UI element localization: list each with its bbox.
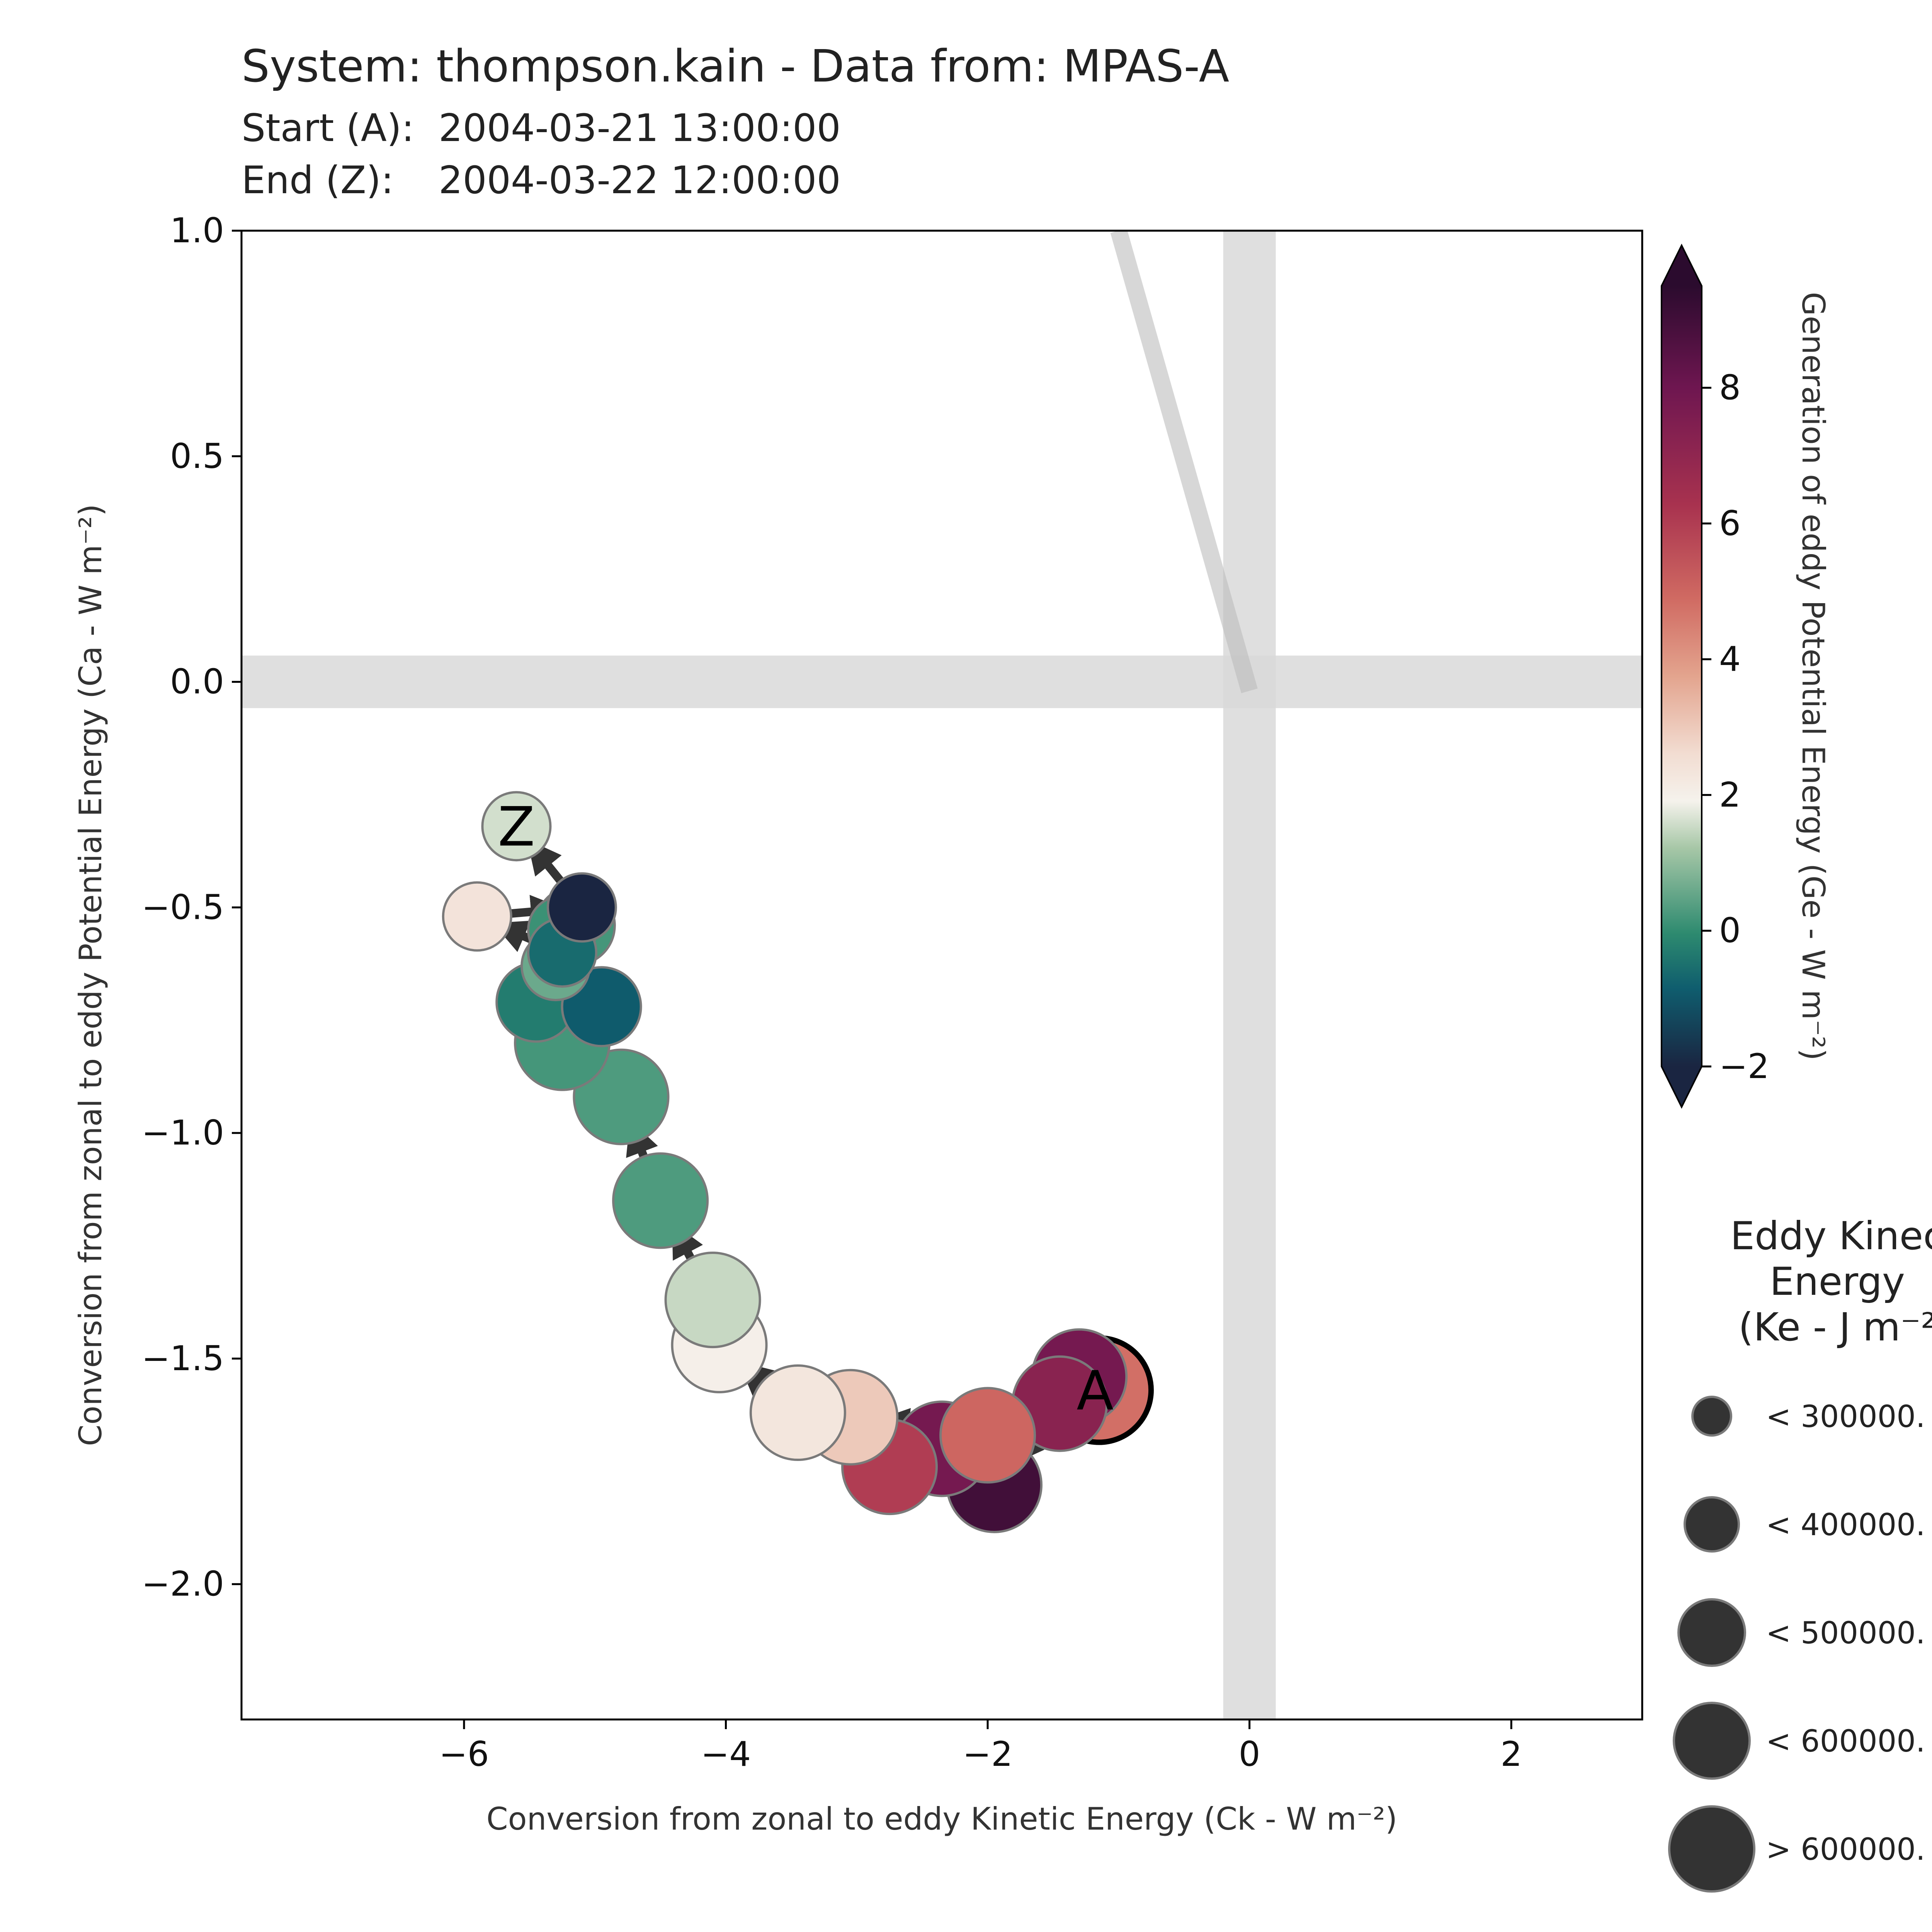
colorbar-tick-label: 6 xyxy=(1719,503,1741,543)
data-point xyxy=(664,1252,761,1349)
data-point xyxy=(546,872,617,943)
size-legend-label: < 300000. xyxy=(1766,1400,1925,1434)
y-tick-label: −2.0 xyxy=(141,1564,224,1604)
x-axis-label: Conversion from zonal to eddy Kinetic En… xyxy=(486,1801,1397,1837)
size-legend-title: Eddy Kinec Energy (Ke - J m⁻² xyxy=(1730,1213,1932,1350)
colorbar-tick-label: 2 xyxy=(1719,775,1741,815)
x-tick-label: −4 xyxy=(701,1734,751,1774)
y-tick-label: 0.0 xyxy=(170,662,224,702)
colorbar-label: Generation of eddy Potential Energy (Ge … xyxy=(1795,292,1831,1060)
trend-line xyxy=(1110,231,1258,693)
y-tick-label: 1.0 xyxy=(170,211,224,250)
colorbar-extend-min xyxy=(1662,1066,1702,1107)
start-marker-label: A xyxy=(1077,1360,1114,1423)
size-legend-marker xyxy=(1677,1598,1746,1667)
data-point xyxy=(939,1387,1036,1484)
x-tick-label: 0 xyxy=(1239,1734,1260,1774)
colorbar-tick-label: −2 xyxy=(1719,1046,1769,1086)
colorbar-tick-label: 8 xyxy=(1719,367,1741,407)
size-legend-label: < 400000. xyxy=(1766,1508,1925,1543)
size-legend-marker xyxy=(1684,1496,1740,1553)
size-legend-label: < 500000. xyxy=(1766,1616,1925,1651)
end-label: End (Z): xyxy=(242,158,394,202)
chart-title: System: thompson.kain - Data from: MPAS-… xyxy=(242,41,1230,92)
size-legend-marker xyxy=(1668,1805,1755,1893)
zero-band-vertical xyxy=(1223,231,1276,1719)
plot-frame xyxy=(240,230,1643,1721)
size-legend-marker xyxy=(1691,1396,1732,1437)
x-tick-label: 2 xyxy=(1500,1734,1522,1774)
colorbar-tick-label: 4 xyxy=(1719,639,1741,679)
size-legend-marker xyxy=(1673,1702,1751,1780)
end-point xyxy=(481,791,552,862)
x-tick-label: −6 xyxy=(439,1734,489,1774)
y-tick-label: 0.5 xyxy=(170,436,224,476)
end-value: 2004-03-22 12:00:00 xyxy=(439,158,841,202)
y-tick-label: −1.5 xyxy=(141,1338,224,1378)
colorbar xyxy=(1662,286,1702,1066)
start-time: Start (A): 2004-03-21 13:00:00 xyxy=(242,106,841,150)
colorbar-tick-label: 0 xyxy=(1719,911,1741,951)
size-legend-label: < 600000. xyxy=(1766,1724,1925,1759)
x-tick-label: −2 xyxy=(963,1734,1013,1774)
end-marker-label: Z xyxy=(498,796,535,859)
start-label: Start (A): xyxy=(242,106,415,150)
start-value: 2004-03-21 13:00:00 xyxy=(439,106,841,150)
y-tick-label: −0.5 xyxy=(141,887,224,927)
size-legend-label: > 600000. xyxy=(1766,1832,1925,1867)
end-time: End (Z): 2004-03-22 12:00:00 xyxy=(242,158,841,202)
zero-band-horizontal xyxy=(242,655,1642,708)
y-axis-label: Conversion from zonal to eddy Potential … xyxy=(73,504,109,1446)
y-tick-label: −1.0 xyxy=(141,1113,224,1153)
data-point xyxy=(749,1364,846,1461)
data-point xyxy=(442,881,512,952)
colorbar-extend-max xyxy=(1662,245,1702,286)
data-point xyxy=(612,1152,709,1249)
